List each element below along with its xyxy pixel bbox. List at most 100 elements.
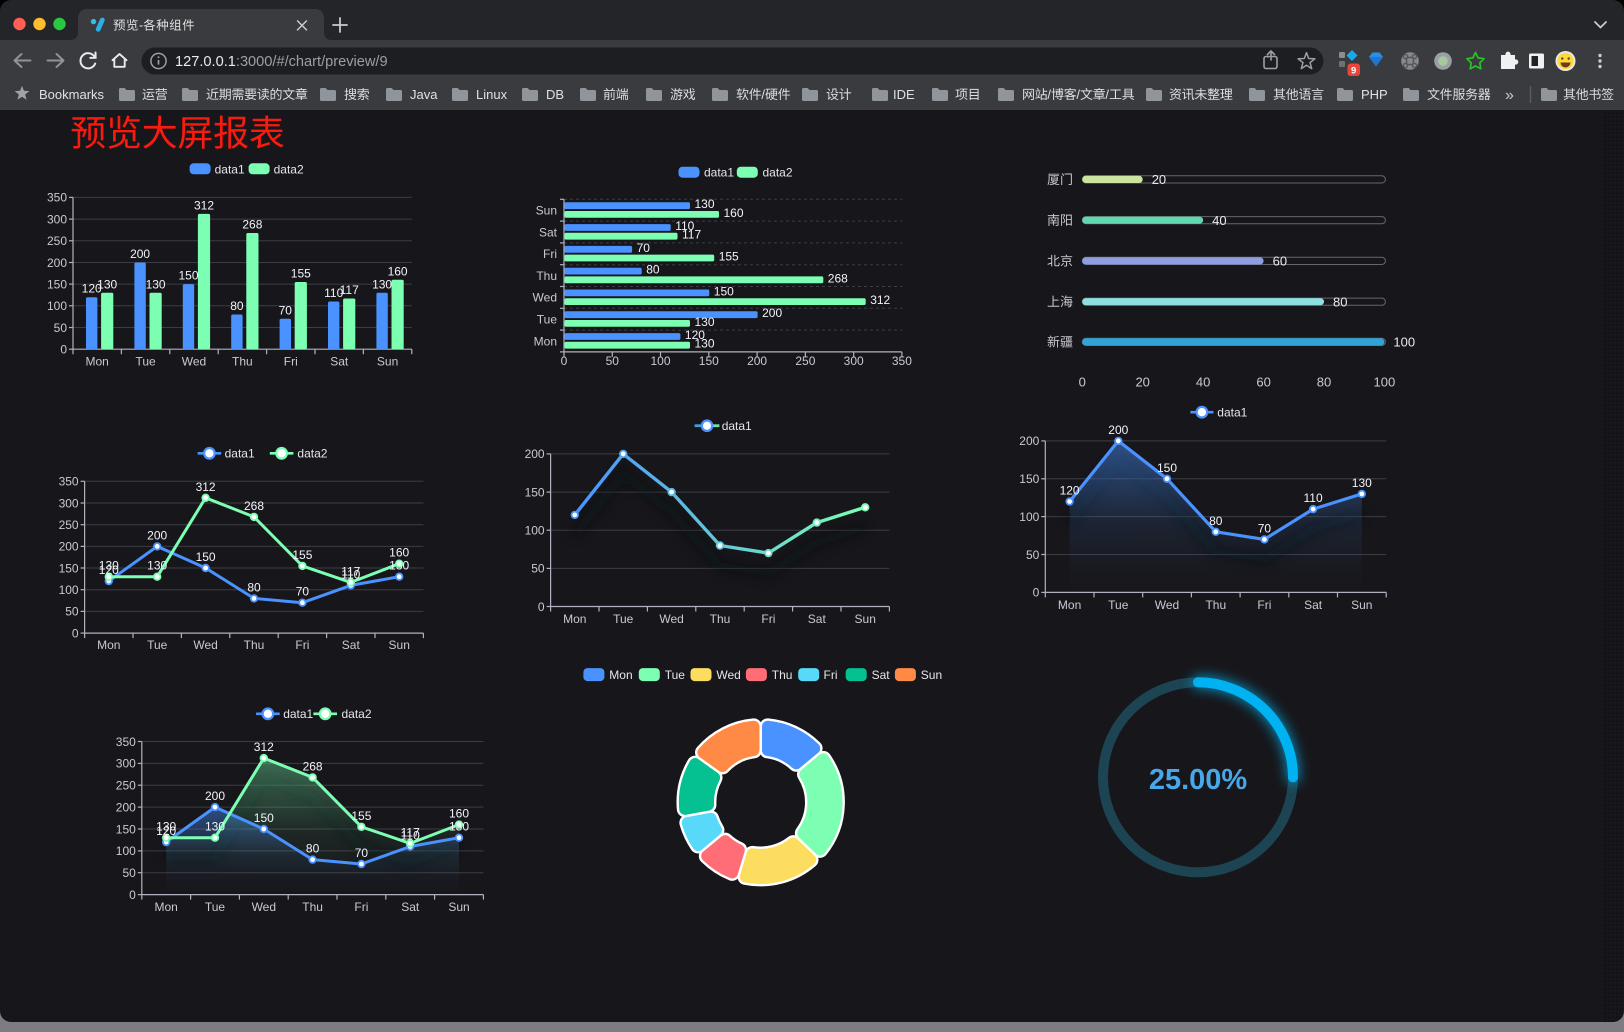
- svg-text:120: 120: [82, 282, 102, 296]
- svg-text:160: 160: [724, 206, 744, 220]
- svg-text:200: 200: [59, 540, 79, 554]
- svg-text:300: 300: [47, 212, 67, 226]
- svg-text:Wed: Wed: [716, 668, 740, 682]
- svg-text:130: 130: [156, 820, 176, 834]
- svg-text:Fri: Fri: [295, 638, 309, 652]
- svg-text:300: 300: [844, 354, 864, 368]
- svg-text:350: 350: [47, 191, 67, 205]
- svg-text:70: 70: [355, 846, 369, 860]
- svg-text:40: 40: [1196, 375, 1210, 390]
- svg-text:100: 100: [116, 844, 136, 858]
- svg-text:Wed: Wed: [252, 900, 276, 914]
- svg-text:Sun: Sun: [448, 900, 469, 914]
- svg-text:117: 117: [340, 283, 359, 297]
- svg-text:80: 80: [247, 580, 261, 594]
- svg-text:50: 50: [65, 605, 79, 619]
- svg-text:Tue: Tue: [205, 900, 226, 914]
- svg-text:50: 50: [606, 354, 620, 368]
- svg-text:200: 200: [1108, 423, 1128, 437]
- svg-text:Thu: Thu: [710, 612, 731, 626]
- svg-text:130: 130: [449, 820, 469, 834]
- svg-text:300: 300: [116, 757, 136, 771]
- svg-text:200: 200: [747, 354, 767, 368]
- svg-text:data2: data2: [297, 447, 327, 461]
- svg-text:50: 50: [54, 321, 68, 335]
- svg-text:Thu: Thu: [772, 668, 793, 682]
- svg-text:130: 130: [146, 277, 166, 291]
- svg-text:data1: data1: [704, 166, 734, 180]
- svg-text:Fri: Fri: [354, 900, 368, 914]
- svg-text:/: /: [1076, 87, 1080, 102]
- svg-text:Tue: Tue: [665, 668, 686, 682]
- svg-text:268: 268: [303, 759, 323, 773]
- svg-text:312: 312: [254, 740, 274, 754]
- svg-text:150: 150: [47, 277, 67, 291]
- svg-text:200: 200: [205, 789, 225, 803]
- svg-text:120: 120: [99, 563, 119, 577]
- svg-text:Sat: Sat: [872, 668, 891, 682]
- svg-text:130: 130: [372, 277, 392, 291]
- svg-text:70: 70: [279, 303, 293, 317]
- svg-text:155: 155: [351, 809, 371, 823]
- svg-text:70: 70: [637, 241, 651, 255]
- svg-text:Thu: Thu: [232, 355, 253, 369]
- svg-text:/: /: [1047, 87, 1051, 102]
- svg-text:Sun: Sun: [377, 355, 398, 369]
- svg-text:155: 155: [292, 548, 312, 562]
- svg-text:268: 268: [244, 499, 264, 513]
- svg-text:250: 250: [59, 518, 79, 532]
- svg-text:Sun: Sun: [1351, 598, 1372, 612]
- svg-text:150: 150: [714, 284, 734, 298]
- svg-text:110: 110: [341, 567, 360, 581]
- svg-text:312: 312: [194, 198, 214, 212]
- svg-text:100: 100: [47, 299, 67, 313]
- svg-text:Mon: Mon: [86, 355, 109, 369]
- svg-text:80: 80: [1209, 514, 1223, 528]
- svg-text:70: 70: [1258, 521, 1272, 535]
- svg-text:117: 117: [341, 564, 360, 578]
- svg-text:DB: DB: [546, 87, 564, 102]
- svg-text:0: 0: [129, 888, 136, 902]
- svg-text:268: 268: [242, 218, 262, 232]
- svg-text:Thu: Thu: [244, 638, 265, 652]
- svg-text:Mon: Mon: [563, 612, 586, 626]
- svg-text:Sun: Sun: [921, 668, 942, 682]
- svg-text:155: 155: [719, 250, 739, 264]
- svg-text:130: 130: [389, 559, 409, 573]
- svg-text:Tue: Tue: [147, 638, 168, 652]
- svg-text:Sun: Sun: [855, 612, 876, 626]
- svg-text:130: 130: [147, 559, 167, 573]
- svg-text:data2: data2: [342, 707, 372, 721]
- svg-text:20: 20: [1152, 172, 1166, 187]
- svg-text:80: 80: [306, 842, 320, 856]
- svg-text:PHP: PHP: [1361, 87, 1388, 102]
- svg-text:150: 150: [178, 269, 198, 283]
- svg-text:data1: data1: [215, 162, 245, 176]
- svg-text:/: /: [761, 87, 765, 102]
- svg-text::3000/#/chart/preview/9: :3000/#/chart/preview/9: [236, 54, 388, 70]
- svg-text:250: 250: [116, 779, 136, 793]
- svg-text:100: 100: [1019, 510, 1039, 524]
- svg-text:Wed: Wed: [182, 355, 206, 369]
- svg-text:130: 130: [695, 337, 715, 351]
- svg-text:data1: data1: [1217, 406, 1247, 420]
- svg-text:160: 160: [388, 264, 408, 278]
- svg-text:Java: Java: [410, 87, 438, 102]
- svg-text:117: 117: [682, 228, 701, 242]
- svg-text:Tue: Tue: [613, 612, 634, 626]
- svg-text:IDE: IDE: [893, 87, 915, 102]
- svg-text:130: 130: [695, 315, 715, 329]
- svg-text:Sat: Sat: [1304, 598, 1323, 612]
- svg-text:60: 60: [1273, 254, 1287, 269]
- svg-text:Fri: Fri: [761, 612, 775, 626]
- svg-text:Sun: Sun: [389, 638, 410, 652]
- svg-text:Tue: Tue: [1108, 598, 1129, 612]
- svg-text:Wed: Wed: [193, 638, 217, 652]
- svg-text:80: 80: [230, 299, 244, 313]
- svg-text:70: 70: [296, 585, 310, 599]
- svg-text:0: 0: [1079, 375, 1086, 390]
- svg-text:127.0.0.1: 127.0.0.1: [175, 54, 236, 70]
- svg-text:150: 150: [1157, 461, 1177, 475]
- svg-text:60: 60: [1256, 375, 1270, 390]
- svg-text:Wed: Wed: [1155, 598, 1179, 612]
